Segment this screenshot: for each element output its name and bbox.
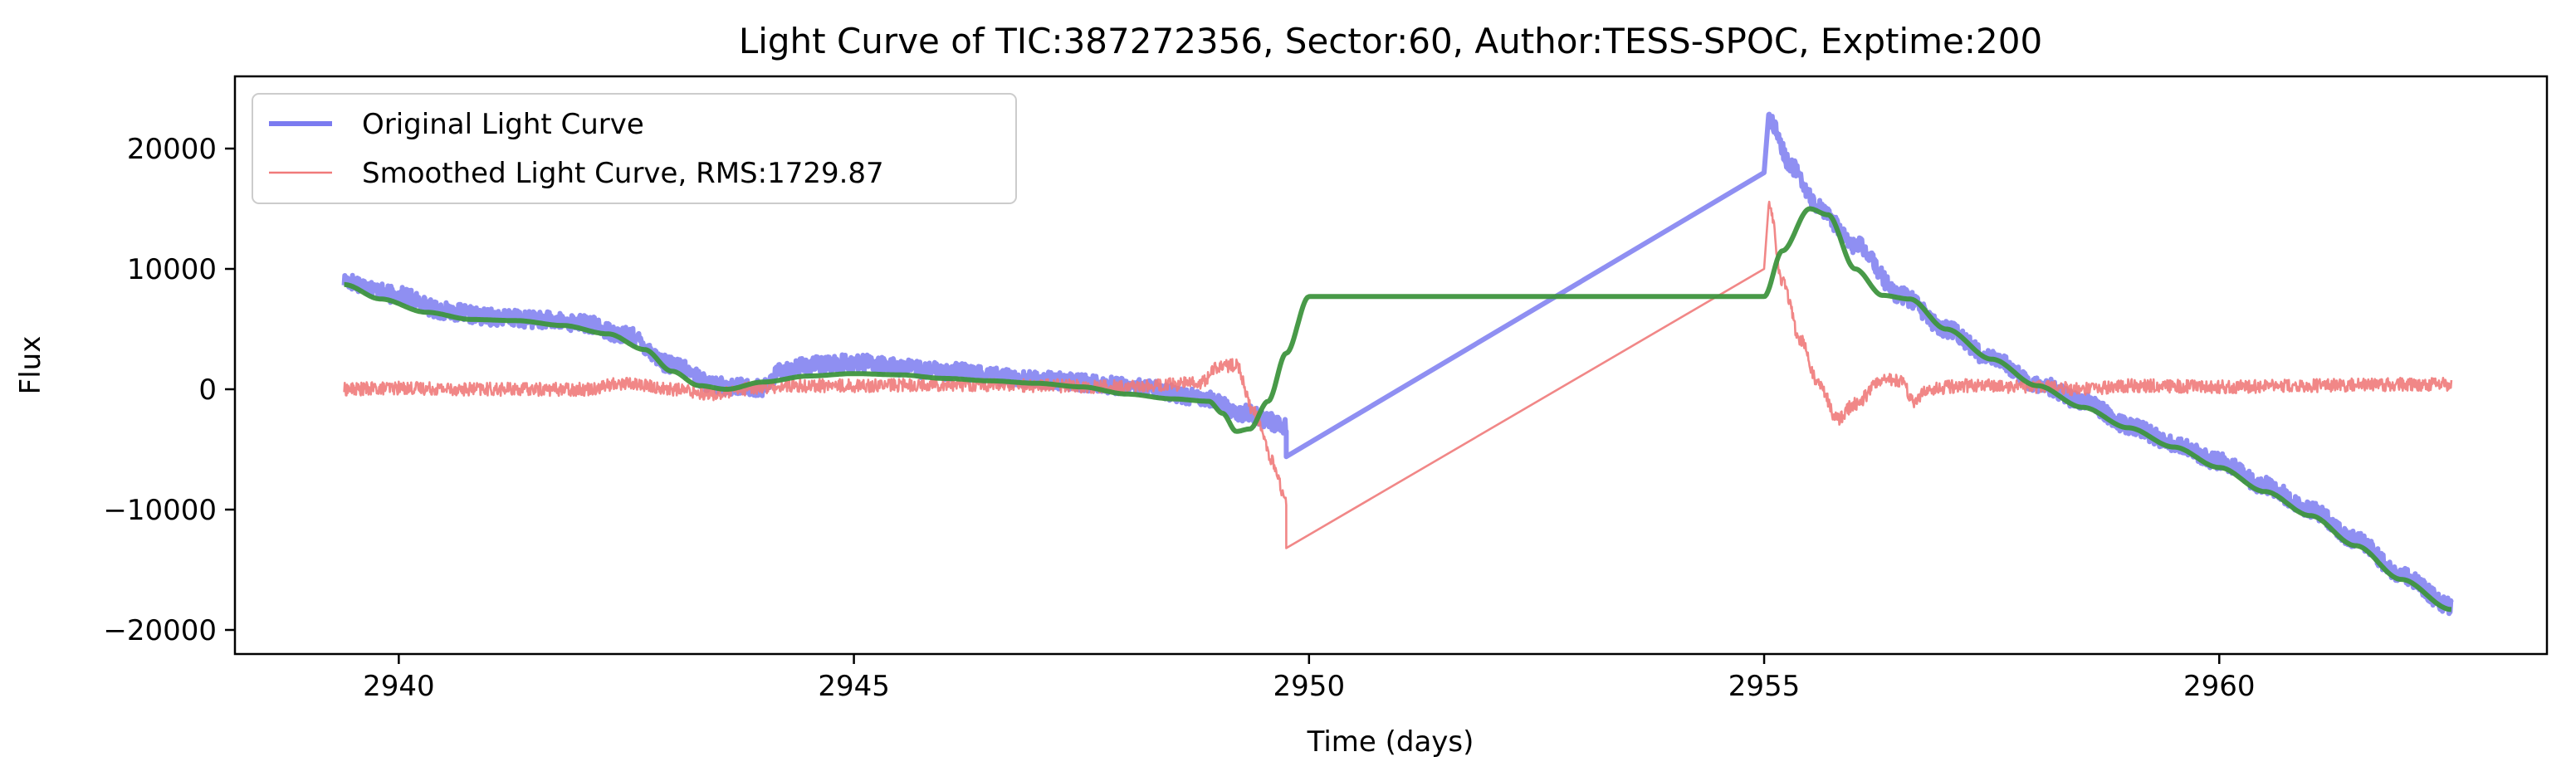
x-tick-label-2950: 2950: [1273, 670, 1346, 703]
series-line-fit: [343, 206, 2453, 613]
legend-box: [252, 93, 1017, 204]
y-tick-label-20000: 20000: [127, 133, 217, 166]
legend-label-smoothed: Smoothed Light Curve, RMS:1729.87: [362, 157, 884, 190]
y-tick-label--10000: −10000: [103, 494, 217, 527]
x-tick-label-2955: 2955: [1728, 670, 1801, 703]
chart-title: Light Curve of TIC:387272356, Sector:60,…: [739, 21, 2042, 61]
x-tick-label-2940: 2940: [363, 670, 435, 703]
x-tick-label-2960: 2960: [2183, 670, 2256, 703]
legend: Original Light Curve Smoothed Light Curv…: [252, 93, 1017, 204]
y-tick-label-0: 0: [198, 373, 217, 407]
y-tick-label--20000: −20000: [103, 614, 217, 647]
y-tick-label-10000: 10000: [127, 253, 217, 286]
y-axis-label: Flux: [14, 336, 47, 395]
x-axis-label: Time (days): [1307, 725, 1474, 759]
series-line-smoothed: [343, 200, 2453, 549]
y-axis: −20000 −10000 0 10000 20000: [103, 133, 235, 647]
x-tick-label-2945: 2945: [818, 670, 890, 703]
legend-label-original: Original Light Curve: [362, 108, 644, 141]
plot-frame: [233, 75, 2549, 656]
plot-area: [233, 75, 2549, 656]
x-axis: 2940 2945 2950 2955 2960: [363, 654, 2256, 703]
